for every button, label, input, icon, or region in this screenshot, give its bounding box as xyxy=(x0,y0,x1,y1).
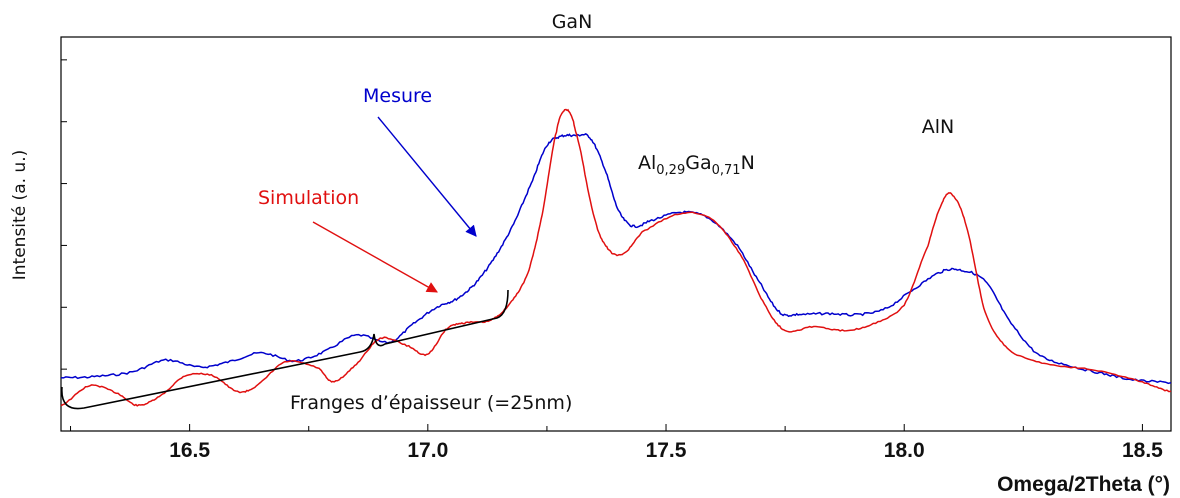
algan-al: Al xyxy=(638,152,656,174)
x-tick-label: 18.0 xyxy=(884,439,925,462)
peak-label-aln: AlN xyxy=(922,116,955,138)
arrow-simulation xyxy=(312,221,438,293)
algan-ga-sub: 0,71 xyxy=(712,163,741,178)
arrow-mesure xyxy=(377,116,477,237)
peak-label-gan: GaN xyxy=(552,11,593,33)
y-axis-ticks xyxy=(61,59,67,370)
x-axis-ticks: 16.5 17.0 17.5 18.0 18.5 xyxy=(70,424,1163,462)
algan-n: N xyxy=(741,152,755,174)
annotation-mesure: Mesure xyxy=(363,85,432,107)
annotation-simulation: Simulation xyxy=(258,187,359,209)
x-tick-label: 17.0 xyxy=(407,439,448,462)
algan-ga: Ga xyxy=(685,152,711,174)
peak-label-algan: Al0,29Ga0,71N xyxy=(638,152,755,178)
series-line-mesure xyxy=(60,133,1172,385)
y-axis-title: Intensité (a. u.) xyxy=(10,150,30,280)
fringes-brace xyxy=(61,289,509,410)
annotation-fringes: Franges d’épaisseur (=25nm) xyxy=(290,392,572,414)
x-tick-label: 18.5 xyxy=(1122,439,1163,462)
x-axis-title: Omega/2Theta (°) xyxy=(997,473,1170,496)
x-tick-label: 17.5 xyxy=(646,439,687,462)
algan-al-sub: 0,29 xyxy=(656,163,685,178)
x-tick-label: 16.5 xyxy=(169,439,210,462)
series-line-simulation xyxy=(60,108,1172,407)
plot-area-frame xyxy=(60,36,1172,432)
